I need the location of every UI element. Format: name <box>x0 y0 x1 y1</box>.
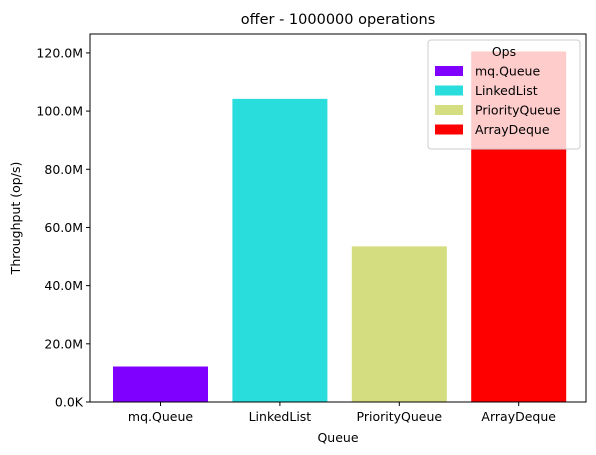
y-tick-label: 100.0M <box>36 104 83 119</box>
legend-title: Ops <box>492 44 516 59</box>
y-tick-label: 80.0M <box>44 162 83 177</box>
x-tick-label: LinkedList <box>249 409 312 424</box>
y-tick-label: 0.0K <box>55 395 84 410</box>
y-axis-label: Throughput (op/s) <box>8 162 23 276</box>
x-tick-label: ArrayDeque <box>481 409 556 424</box>
x-axis: mq.Queue LinkedList PriorityQueue ArrayDequ… <box>128 402 556 424</box>
chart-title: offer - 1000000 operations <box>241 12 436 28</box>
legend-label-linkedlist: LinkedList <box>475 83 538 98</box>
y-tick-label: 120.0M <box>36 45 83 60</box>
legend-label-arraydeque: ArrayDeque <box>475 122 550 137</box>
y-tick-label: 40.0M <box>44 278 83 293</box>
bar-priorityqueue <box>352 246 447 402</box>
legend-swatch-arraydeque <box>435 125 463 135</box>
y-tick-label: 20.0M <box>44 336 83 351</box>
y-axis: 0.0K 20.0M 40.0M 60.0M 80.0M 100.0M 120.0M <box>36 45 90 409</box>
x-tick-label: PriorityQueue <box>357 409 443 424</box>
y-tick-label: 60.0M <box>44 220 83 235</box>
bar-linkedlist <box>232 99 327 402</box>
legend-swatch-linkedlist <box>435 86 463 96</box>
legend-swatch-mq-queue <box>435 66 463 76</box>
legend-swatch-priorityqueue <box>435 105 463 115</box>
legend: Ops mq.Queue LinkedList PriorityQueue Array… <box>428 40 580 149</box>
legend-label-priorityqueue: PriorityQueue <box>475 103 561 118</box>
bar-mq-queue <box>113 367 208 402</box>
legend-label-mq-queue: mq.Queue <box>475 64 540 79</box>
x-tick-label: mq.Queue <box>128 409 193 424</box>
x-axis-label: Queue <box>317 430 358 445</box>
